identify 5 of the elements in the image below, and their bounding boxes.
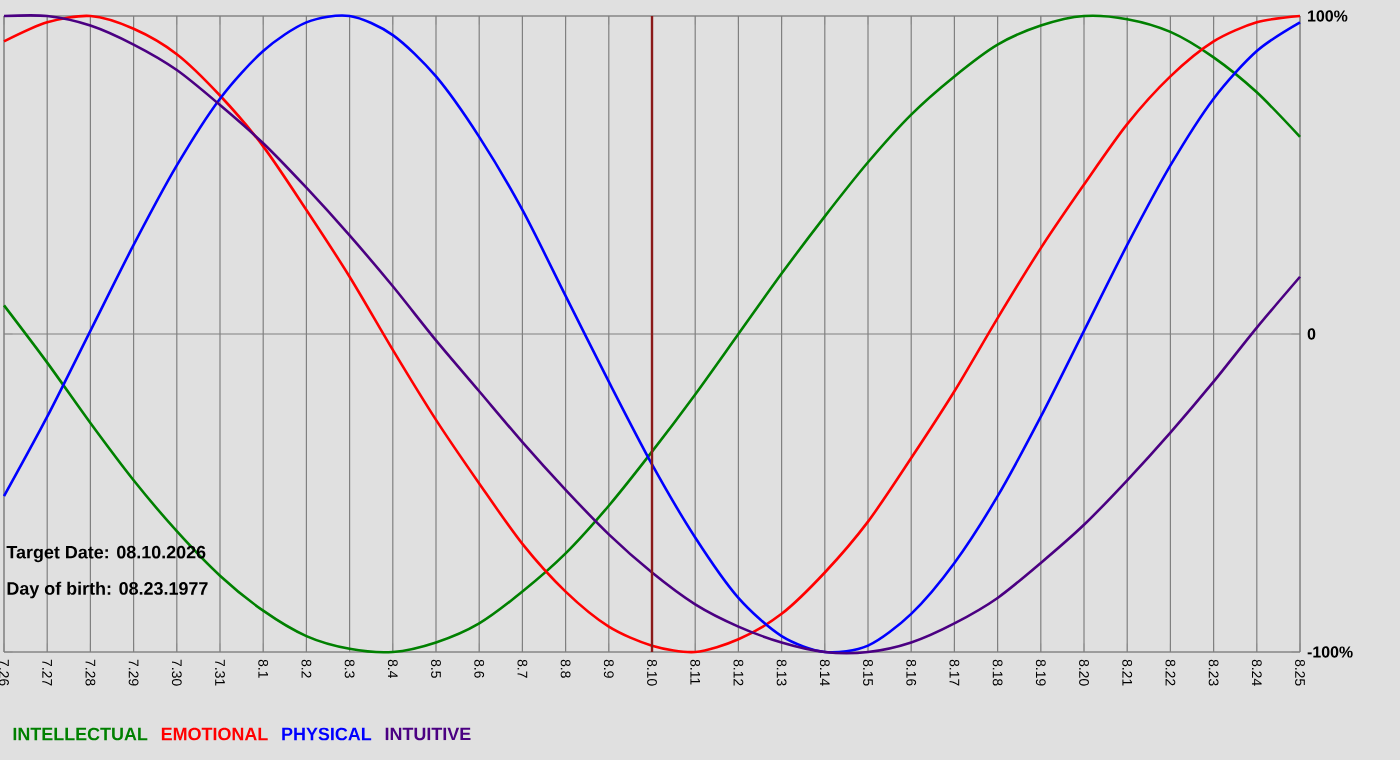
text: INTUITIVE — [385, 727, 471, 741]
text: EMOTIONAL — [161, 727, 268, 741]
annotation: Day of birth: 08.23.1977 — [7, 581, 208, 599]
text: INTELLECTUAL — [13, 727, 148, 741]
text: PHYSICAL — [282, 727, 372, 741]
